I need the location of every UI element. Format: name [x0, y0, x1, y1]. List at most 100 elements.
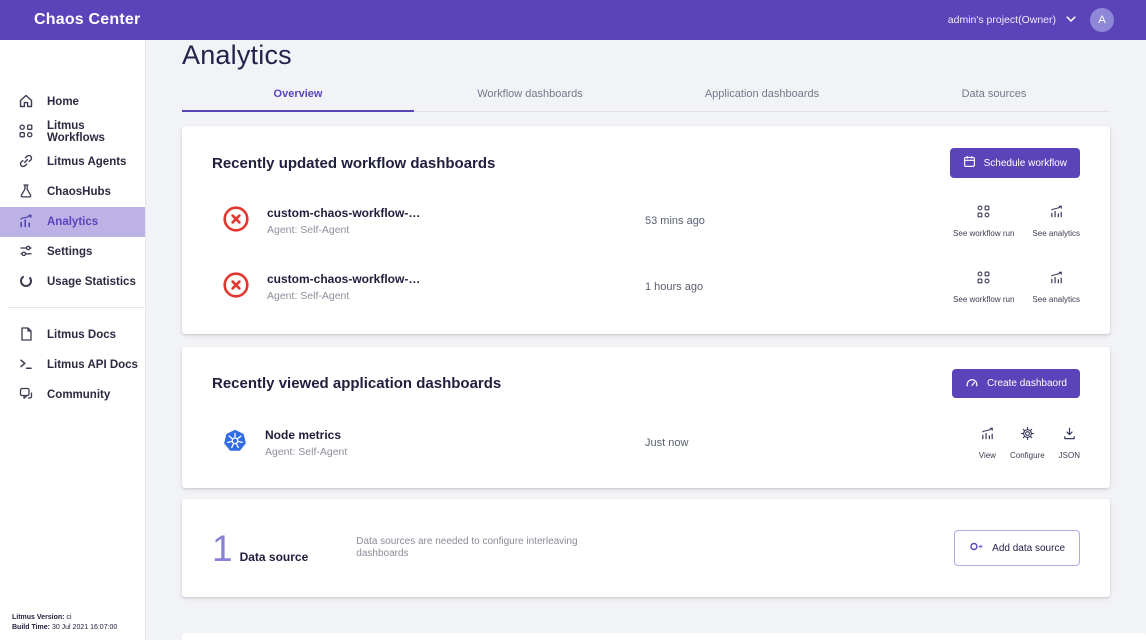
download-json-action[interactable]: JSON [1059, 426, 1080, 460]
application-card-title: Recently viewed application dashboards [212, 375, 502, 392]
header-right: admin's project(Owner) A [948, 8, 1114, 32]
workflow-row-actions: See workflow run See analytics [953, 270, 1080, 304]
workflow-agent: Agent: Self-Agent [267, 290, 350, 302]
download-icon [1062, 426, 1077, 446]
workflow-row-actions: See workflow run See analytics [953, 204, 1080, 238]
brand-title: Chaos Center [34, 11, 141, 28]
project-selector[interactable]: admin's project(Owner) [948, 14, 1076, 26]
sidebar-nav: Home Litmus Workflows Litmus Agents Chao… [0, 40, 145, 297]
workflow-run-icon [976, 204, 991, 224]
sidebar-item-label: Litmus Docs [47, 329, 117, 341]
calendar-icon [963, 155, 976, 171]
build-time-line: Build Time: 30 Jul 2021 16:07:00 [12, 624, 118, 631]
document-icon [18, 326, 34, 345]
schedule-workflow-button[interactable]: Schedule workflow [949, 148, 1080, 178]
data-source-card: 1 Data source Data sources are needed to… [182, 499, 1110, 597]
application-row-actions: View Configure JSON [979, 426, 1080, 460]
view-dashboard-action[interactable]: View [979, 426, 996, 460]
workflow-card-title: Recently updated workflow dashboards [212, 154, 496, 172]
sidebar-item-litmus-workflows[interactable]: Litmus Workflows [0, 117, 145, 147]
sidebar-item-label: Litmus API Docs [47, 359, 138, 371]
configure-dashboard-action[interactable]: Configure [1010, 426, 1045, 460]
workflow-row-info: custom-chaos-workflow-… Agent: Self-Agen… [222, 271, 645, 304]
see-analytics-action[interactable]: See analytics [1032, 270, 1080, 304]
workflow-updated-time: 53 mins ago [645, 215, 705, 227]
sidebar-item-litmus-api-docs[interactable]: Litmus API Docs [0, 350, 145, 380]
sidebar-item-analytics[interactable]: Analytics [0, 207, 145, 237]
sidebar-item-label: Analytics [47, 216, 99, 228]
sidebar-item-chaoshubs[interactable]: ChaosHubs [0, 177, 145, 207]
analytics-icon [18, 213, 34, 232]
avatar-letter: A [1098, 14, 1106, 26]
sidebar-secondary-nav: Litmus Docs Litmus API Docs Community [0, 314, 145, 410]
sidebar-item-label: Usage Statistics [47, 276, 136, 288]
sliders-icon [18, 243, 34, 262]
error-circle-icon [222, 271, 250, 304]
version-info: Litmus Version: ci Build Time: 30 Jul 20… [12, 613, 117, 633]
sidebar-item-settings[interactable]: Settings [0, 237, 145, 267]
sidebar-item-label: Home [47, 96, 79, 108]
flask-icon [18, 183, 34, 202]
project-selector-label: admin's project(Owner) [947, 14, 1056, 26]
tab-bar: Overview Workflow dashboards Application… [182, 78, 1110, 112]
workflows-icon [18, 123, 34, 142]
sidebar-item-litmus-agents[interactable]: Litmus Agents [0, 147, 145, 177]
litmus-version-line: Litmus Version: ci [12, 614, 72, 621]
sidebar-item-home[interactable]: Home [0, 87, 145, 117]
application-card-header: Recently viewed application dashboards C… [212, 369, 1080, 398]
workflow-name: custom-chaos-workflow-… [267, 272, 421, 286]
data-source-count: 1 [212, 527, 233, 569]
see-workflow-run-action[interactable]: See workflow run [953, 204, 1014, 238]
sidebar-item-litmus-docs[interactable]: Litmus Docs [0, 320, 145, 350]
error-circle-icon [222, 205, 250, 238]
workflow-run-icon [976, 270, 991, 290]
chart-icon [1049, 204, 1064, 224]
add-data-source-button[interactable]: Add data source [954, 530, 1080, 566]
application-row: Node metrics Agent: Self-Agent Just now … [212, 426, 1080, 460]
avatar[interactable]: A [1090, 8, 1114, 32]
link-icon [18, 153, 34, 172]
workflow-row-info: custom-chaos-workflow-… Agent: Self-Agen… [222, 205, 645, 238]
tab-workflow-dashboards[interactable]: Workflow dashboards [477, 88, 583, 100]
dashboard-viewed-time: Just now [645, 437, 689, 449]
see-analytics-action[interactable]: See analytics [1032, 204, 1080, 238]
application-dashboards-card: Recently viewed application dashboards C… [182, 347, 1110, 488]
main-content: Analytics Overview Workflow dashboards A… [146, 40, 1146, 640]
chat-icon [18, 386, 34, 405]
page-title: Analytics [182, 40, 292, 70]
sidebar-item-usage-statistics[interactable]: Usage Statistics [0, 267, 145, 297]
workflow-dashboards-card: Recently updated workflow dashboards Sch… [182, 126, 1110, 334]
circle-icon [18, 273, 34, 292]
chevron-down-icon [1066, 14, 1076, 26]
chart-icon [1049, 270, 1064, 290]
workflow-agent: Agent: Self-Agent [267, 224, 350, 236]
chart-icon [980, 426, 995, 446]
gauge-icon [965, 376, 979, 391]
workflow-row: custom-chaos-workflow-… Agent: Self-Agen… [212, 204, 1080, 238]
tab-data-sources[interactable]: Data sources [961, 88, 1027, 100]
datasource-icon [969, 539, 984, 557]
sidebar-item-label: Litmus Workflows [47, 120, 105, 144]
create-dashboard-button[interactable]: Create dashbaord [951, 369, 1080, 398]
workflow-name: custom-chaos-workflow-… [267, 206, 421, 220]
data-source-label: Data source [239, 549, 309, 564]
workflow-row: custom-chaos-workflow-… Agent: Self-Agen… [212, 270, 1080, 304]
sidebar-item-label: Community [47, 389, 111, 401]
dashboard-name: Node metrics [265, 428, 342, 442]
application-row-info: Node metrics Agent: Self-Agent [222, 428, 645, 459]
sidebar-item-label: Litmus Agents [47, 156, 127, 168]
app-header: Chaos Center admin's project(Owner) A [0, 0, 1146, 40]
terminal-icon [18, 356, 34, 375]
workflow-updated-time: 1 hours ago [645, 281, 704, 293]
see-workflow-run-action[interactable]: See workflow run [953, 270, 1014, 304]
tab-overview[interactable]: Overview [182, 78, 414, 112]
sidebar-item-community[interactable]: Community [0, 380, 145, 410]
sidebar-item-label: ChaosHubs [47, 186, 111, 198]
data-source-count-group: 1 Data source [212, 530, 308, 567]
tab-application-dashboards[interactable]: Application dashboards [704, 88, 820, 100]
data-source-description: Data sources are needed to configure int… [356, 536, 578, 559]
next-card-peek [182, 633, 1146, 640]
home-icon [18, 93, 34, 112]
sidebar-item-label: Settings [47, 246, 93, 258]
gear-icon [1020, 426, 1035, 446]
